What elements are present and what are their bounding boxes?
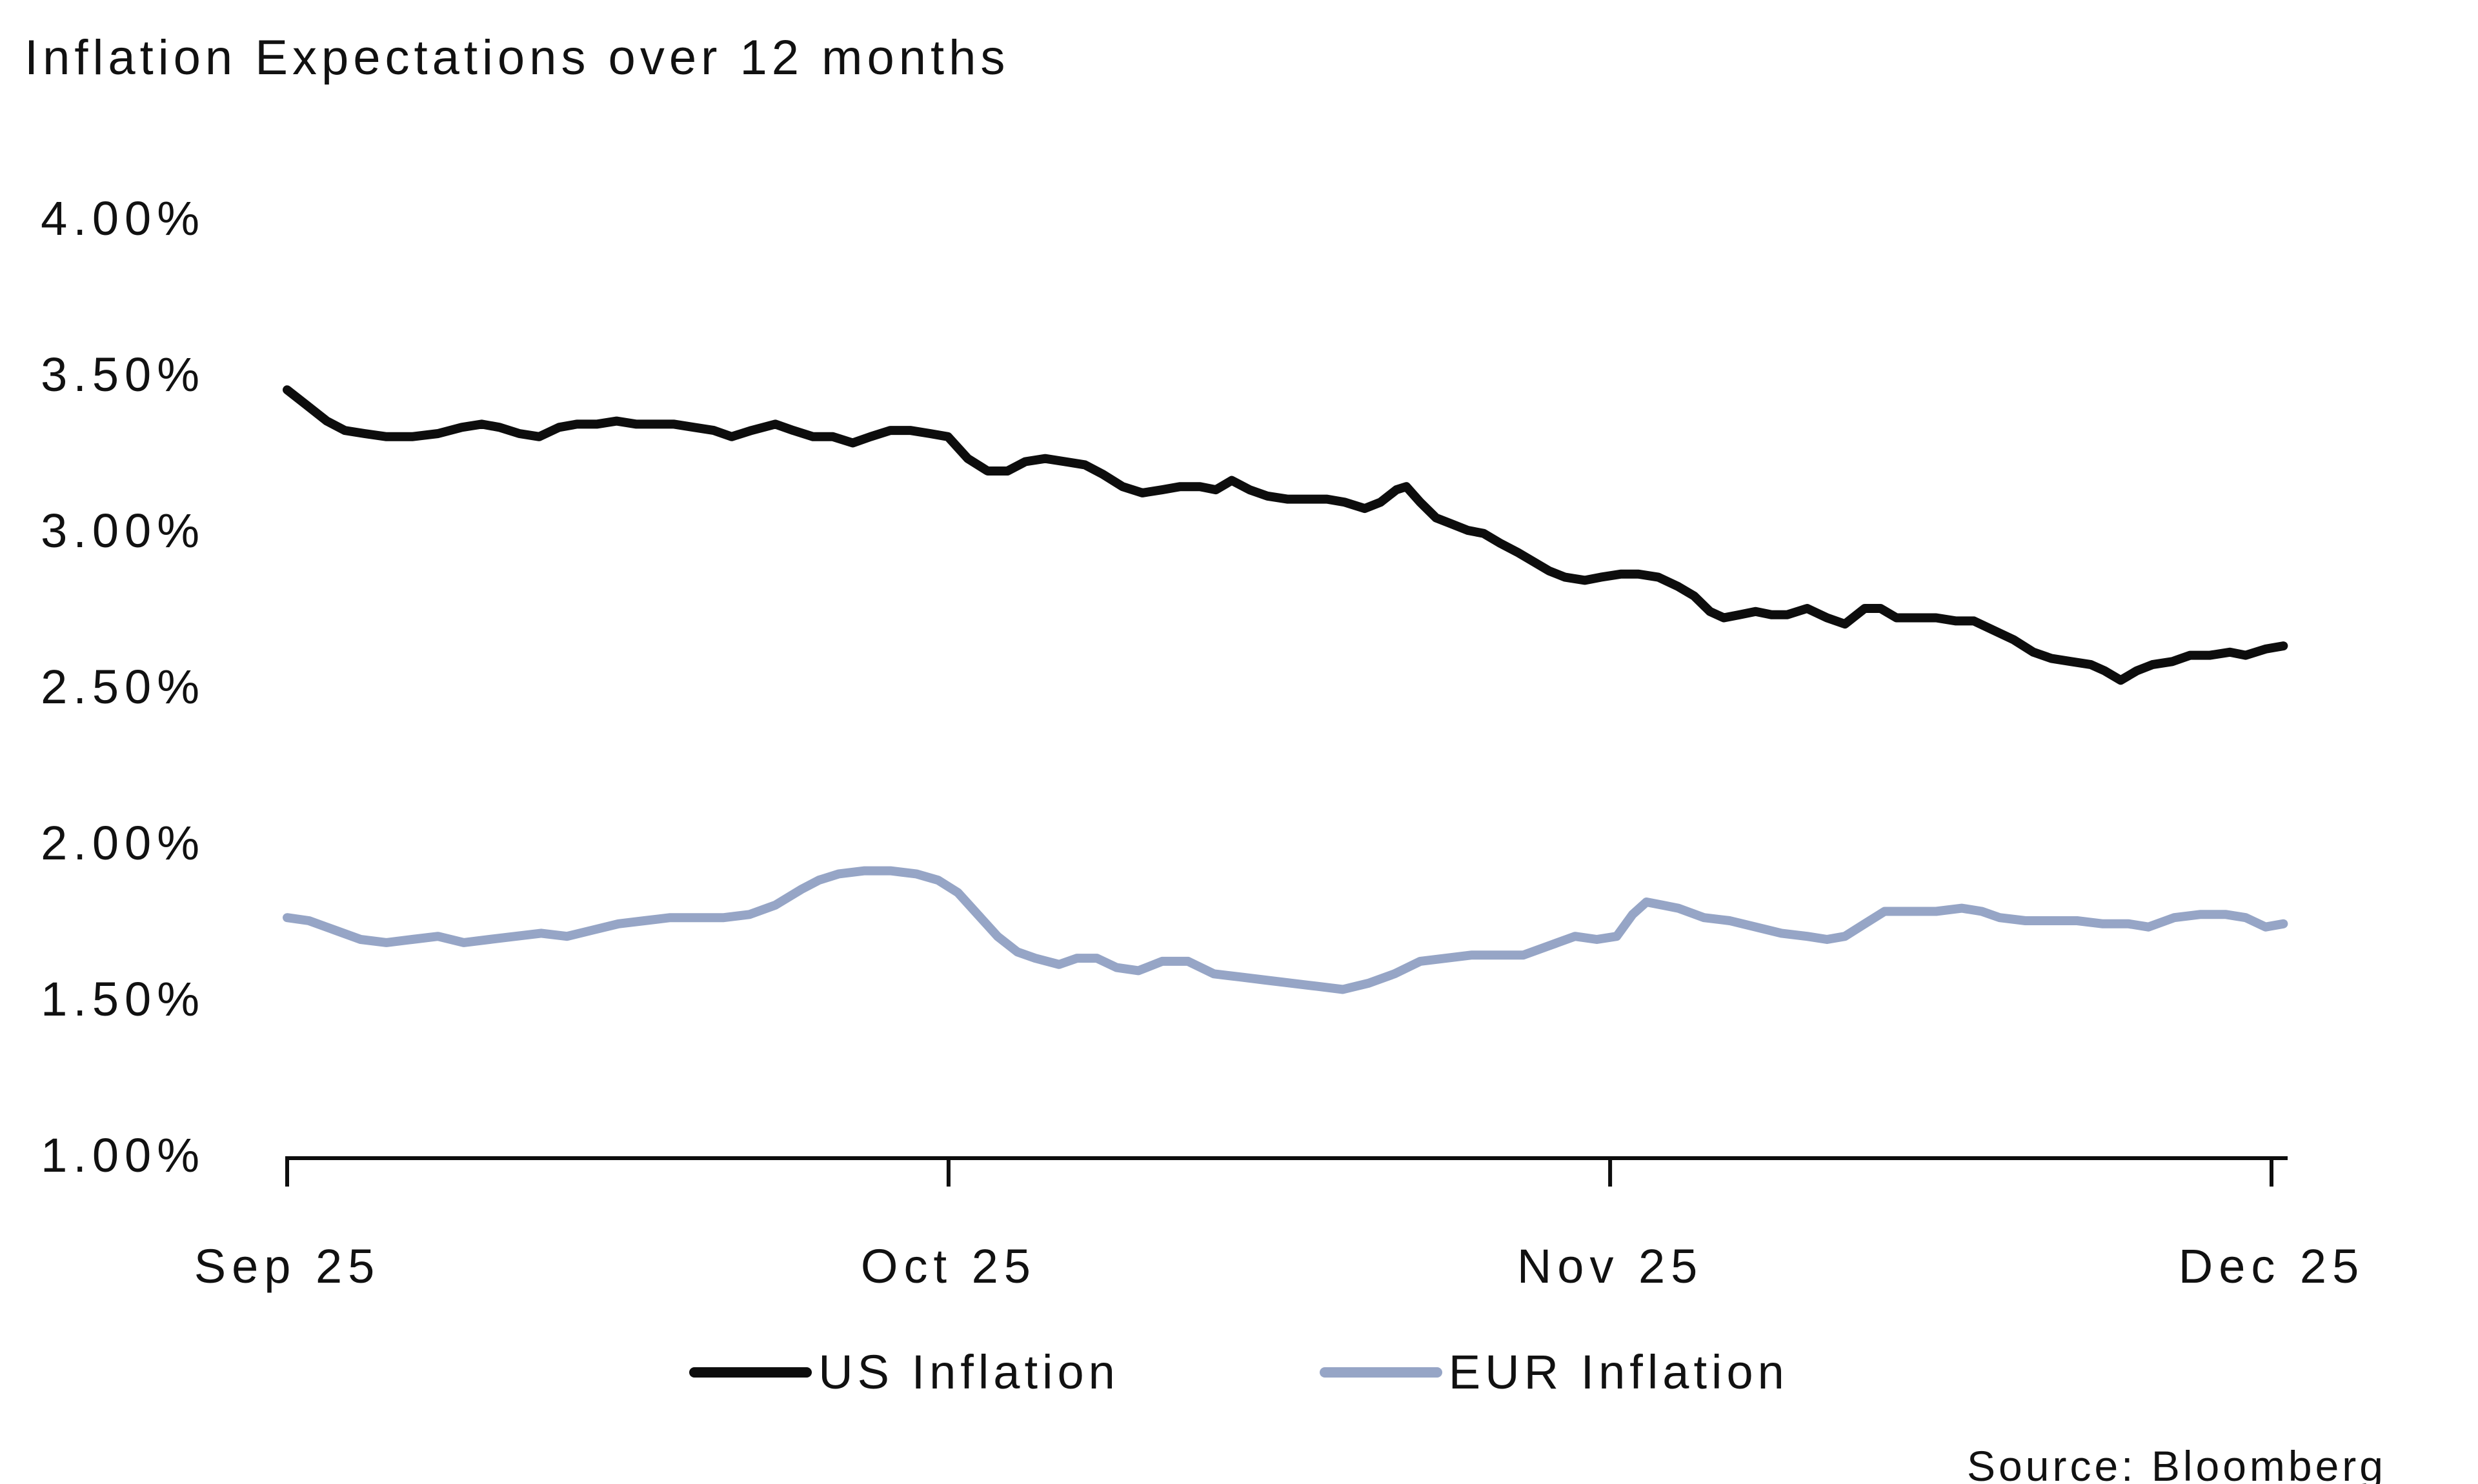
legend-label-us-inflation: US Inflation: [818, 1345, 1120, 1399]
y-axis-tick-label: 1.00%: [41, 1128, 205, 1182]
page-title: Inflation Expectations over 12 months: [25, 30, 1010, 85]
x-axis-tick-label: Dec 25: [2179, 1239, 2364, 1293]
x-axis-tick-label: Oct 25: [861, 1239, 1036, 1293]
x-axis-tick-label: Nov 25: [1517, 1239, 1703, 1293]
us-inflation-line: [283, 385, 2288, 685]
y-axis-tick-label: 1.50%: [41, 972, 205, 1026]
us-inflation-line-swatch-icon: [689, 1367, 812, 1378]
y-axis-tick-label: 2.00%: [41, 816, 205, 870]
y-axis-tick-label: 3.00%: [41, 504, 205, 557]
chart-legend: US Inflation EUR Inflation: [0, 1345, 2478, 1399]
y-axis-tick-label: 2.50%: [41, 660, 205, 714]
legend-label-eur-inflation: EUR Inflation: [1448, 1345, 1789, 1399]
legend-item-eur-inflation: EUR Inflation: [1319, 1345, 1789, 1399]
eur-inflation-line: [283, 866, 2288, 994]
legend-item-us-inflation: US Inflation: [689, 1345, 1120, 1399]
y-axis-tick-label: 3.50%: [41, 348, 205, 401]
eur-inflation-line-swatch-icon: [1319, 1367, 1442, 1378]
y-axis-tick-label: 4.00%: [41, 192, 205, 245]
x-axis-tick-label: Sep 25: [194, 1239, 381, 1293]
source-note: Source: Bloomberg: [1967, 1442, 2386, 1484]
